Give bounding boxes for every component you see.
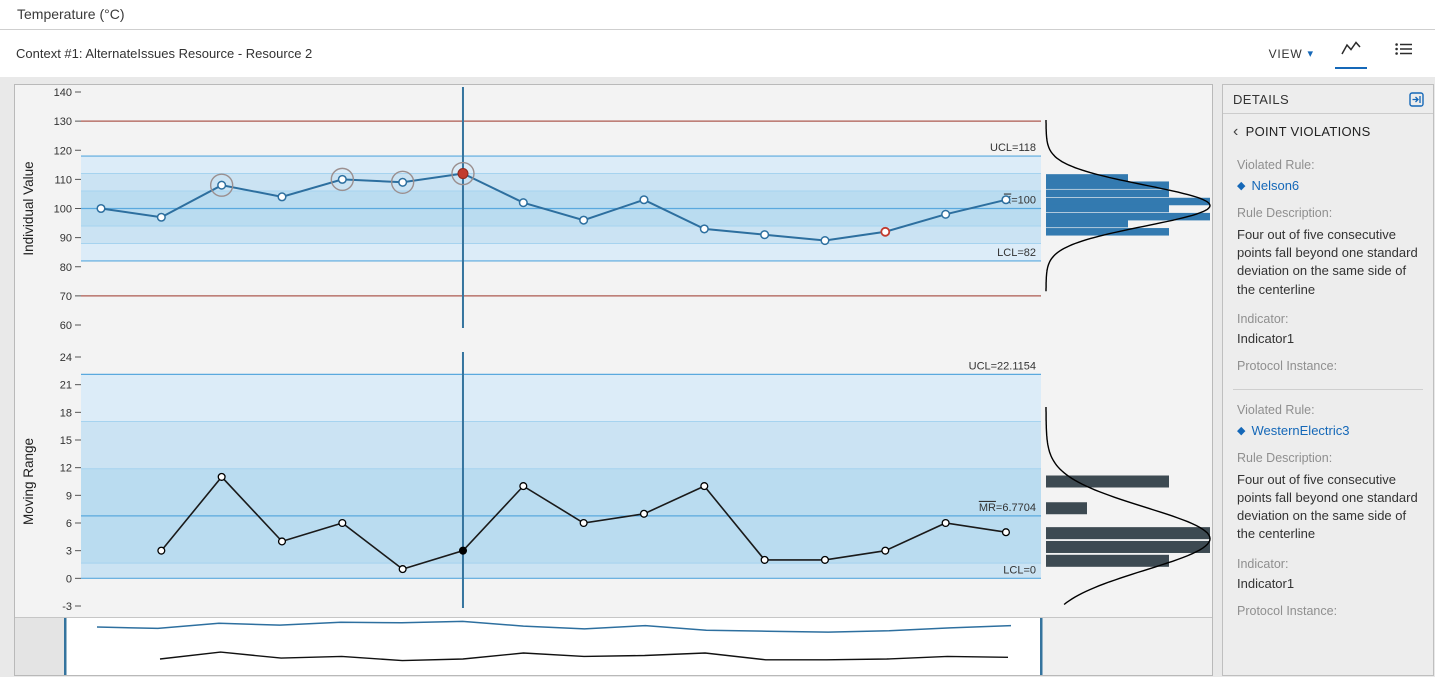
indicator-label: Indicator:	[1237, 556, 1289, 571]
details-body: Violated Rule: ◆ Nelson6 Rule Descriptio…	[1223, 158, 1433, 618]
details-header: DETAILS	[1223, 85, 1433, 114]
svg-text:100: 100	[54, 204, 72, 216]
rule-description-label: Rule Description:	[1237, 206, 1333, 220]
diamond-icon: ◆	[1237, 424, 1246, 437]
view-dropdown[interactable]: VIEW ▾	[1269, 47, 1313, 69]
svg-text:6: 6	[66, 518, 72, 530]
rule-description-label: Rule Description:	[1237, 450, 1333, 465]
protocol-instance-label: Protocol Instance:	[1237, 603, 1338, 618]
svg-text:9: 9	[66, 490, 72, 502]
rule-name: Nelson6	[1251, 178, 1300, 193]
rule-description: Four out of five consecutive points fall…	[1237, 227, 1418, 297]
svg-text:12: 12	[60, 463, 72, 475]
svg-text:90: 90	[60, 233, 72, 245]
back-chevron-icon: ‹	[1233, 122, 1239, 140]
main-content: 140 130 120 110 100 90 80 70 60 Individual Value U…	[0, 77, 1435, 677]
toolbar: Context #1: AlternateIssues Resource - R…	[0, 30, 1435, 77]
context-label: Context #1: AlternateIssues Resource - R…	[16, 46, 313, 61]
violated-rule-label: Violated Rule:	[1237, 402, 1315, 417]
svg-text:110: 110	[54, 174, 72, 186]
section-title: POINT VIOLATIONS	[1245, 124, 1371, 139]
svg-text:18: 18	[60, 407, 72, 419]
diamond-icon: ◆	[1237, 180, 1246, 192]
svg-text:70: 70	[60, 291, 72, 303]
svg-text:15: 15	[60, 435, 72, 447]
protocol-instance-label: Protocol Instance:	[1237, 358, 1338, 373]
trend-chart-icon	[1341, 40, 1361, 60]
svg-text:80: 80	[60, 262, 72, 274]
svg-text:LCL=82: LCL=82	[997, 247, 1036, 259]
rule-name: WesternElectric3	[1251, 422, 1350, 438]
violated-rule-label: Violated Rule:	[1237, 158, 1315, 172]
svg-text:UCL=118: UCL=118	[990, 142, 1036, 154]
entry-divider	[1233, 388, 1423, 390]
svg-text:120: 120	[54, 145, 72, 157]
window-title: Temperature (°C)	[0, 0, 1435, 30]
svg-text:60: 60	[60, 320, 72, 332]
rule-description: Four out of five consecutive points fall…	[1237, 471, 1418, 542]
svg-text:-3: -3	[62, 601, 72, 613]
svg-text:LCL=0: LCL=0	[1003, 564, 1036, 576]
dock-panel-icon[interactable]	[1409, 92, 1424, 107]
indicator-label: Indicator:	[1237, 311, 1289, 326]
overview-scrollbar[interactable]	[15, 618, 1212, 675]
list-view-button[interactable]	[1389, 40, 1419, 69]
violation-entry: Violated Rule: ◆ Nelson6 Rule Descriptio…	[1237, 158, 1419, 373]
details-title: DETAILS	[1233, 92, 1290, 107]
svg-text:UCL=22.1154: UCL=22.1154	[969, 360, 1036, 372]
control-chart-panel: 140 130 120 110 100 90 80 70 60 Individual Value U…	[14, 84, 1213, 676]
svg-text:0: 0	[66, 573, 72, 585]
view-controls: VIEW ▾	[1269, 39, 1419, 69]
details-panel: DETAILS ‹ POINT VIOLATIONS Violated Rule…	[1222, 84, 1434, 676]
rule-link[interactable]: ◆ WesternElectric3	[1237, 423, 1419, 438]
view-label: VIEW	[1268, 46, 1303, 61]
svg-text:140: 140	[54, 87, 72, 99]
svg-text:MR=6.7704: MR=6.7704	[979, 502, 1036, 514]
point-violations-header[interactable]: ‹ POINT VIOLATIONS	[1223, 114, 1433, 145]
rule-link[interactable]: ◆ Nelson6	[1237, 178, 1419, 193]
caret-down-icon: ▾	[1307, 48, 1313, 60]
svg-text:24: 24	[60, 352, 72, 364]
chart-view-button[interactable]	[1335, 39, 1367, 69]
svg-text:Individual Value: Individual Value	[21, 161, 36, 255]
svg-text:130: 130	[54, 116, 72, 128]
list-icon	[1395, 42, 1413, 60]
indicator-value: Indicator1	[1237, 330, 1295, 346]
overview-strip	[15, 617, 1212, 675]
indicator-value: Indicator1	[1237, 575, 1295, 591]
svg-text:3: 3	[66, 546, 72, 558]
violation-entry: Violated Rule: ◆ WesternElectric3 Rule D…	[1237, 403, 1419, 618]
svg-text:Moving Range: Moving Range	[21, 438, 36, 525]
svg-text:21: 21	[60, 380, 72, 392]
